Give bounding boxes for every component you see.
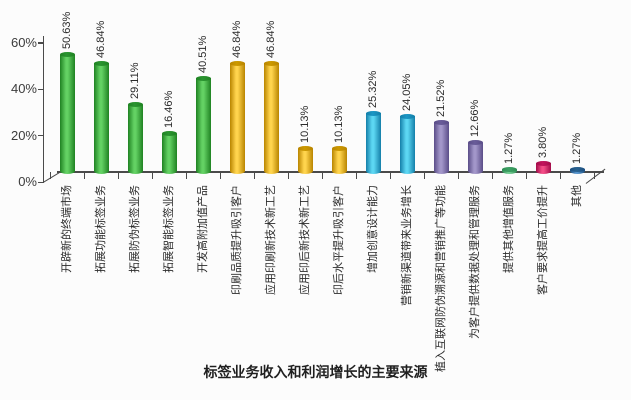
y-axis-tick-label: 40% — [10, 81, 37, 97]
bar-value-label: 46.84% — [94, 20, 107, 58]
category-tickmark — [288, 172, 289, 179]
category-tickmark — [84, 172, 85, 179]
bar-value-label: 10.13% — [332, 105, 345, 144]
category-tickmark — [322, 172, 323, 179]
category-tickmark — [186, 172, 187, 179]
category-tickmark — [424, 172, 425, 179]
bar-value-label: 40.51% — [196, 35, 209, 73]
category-label: 拓展防伪标签业务 — [128, 185, 141, 273]
bar-top-ellipse — [365, 110, 381, 116]
bar-top-ellipse — [331, 146, 347, 152]
bar-value-label: 46.84% — [230, 20, 243, 58]
bar-value-label: 29.11% — [128, 62, 141, 100]
bar-value-label: 50.63% — [60, 11, 73, 50]
category-label: 应用印后新技术新工艺 — [298, 185, 311, 295]
bar-value-label: 1.27% — [570, 132, 583, 164]
category-label: 拓展功能标签业务 — [94, 185, 107, 273]
y-axis-tickmark — [38, 42, 43, 44]
category-label: 开发高附加值产品 — [196, 185, 209, 273]
bar — [365, 113, 381, 174]
bar-top-ellipse — [93, 60, 109, 66]
category-tickmark — [254, 172, 255, 179]
category-tickmark — [390, 172, 391, 179]
bar-top-ellipse — [59, 52, 75, 58]
y-axis-tick-label: 60% — [10, 34, 37, 50]
bar-value-label: 46.84% — [264, 20, 277, 58]
category-tickmark — [594, 172, 595, 179]
category-tickmark — [50, 172, 51, 179]
category-tickmark — [458, 172, 459, 179]
y-axis — [43, 36, 45, 183]
bar-value-label: 24.05% — [400, 73, 413, 111]
bar — [229, 63, 245, 174]
category-tickmark — [560, 172, 561, 179]
bar-value-label: 10.13% — [298, 105, 311, 144]
category-tickmark — [526, 172, 527, 179]
bar-value-label: 25.32% — [366, 70, 379, 108]
y-axis-tick-label: 0% — [18, 174, 37, 189]
bar — [263, 63, 279, 174]
bar — [161, 133, 177, 174]
category-label: 营销新渠道带来业务增长 — [400, 185, 413, 306]
category-tickmark — [118, 172, 119, 179]
bar — [93, 63, 109, 174]
y-axis-tickmark — [38, 181, 43, 183]
bar-top-ellipse — [161, 131, 177, 137]
category-label: 增加创意设计能力 — [366, 185, 379, 273]
chart-title: 标签业务收入和利润增长的主要来源 — [203, 364, 428, 380]
category-label: 开辟新的终端市场 — [60, 185, 73, 273]
bar — [399, 116, 415, 174]
x-axis-baseline — [57, 171, 604, 173]
bar-value-label: 1.27% — [502, 132, 515, 164]
bar-top-ellipse — [127, 102, 143, 108]
bar-top-ellipse — [195, 75, 211, 81]
bar-top-ellipse — [535, 160, 551, 166]
floor-left-edge — [42, 171, 60, 183]
category-label: 为客户提供数据处理和管理服务 — [468, 185, 481, 339]
bar — [127, 104, 143, 174]
y-axis-tickmark — [38, 88, 43, 90]
category-tickmark — [356, 172, 357, 179]
bar — [297, 148, 313, 174]
y-axis-tick-label: 20% — [10, 127, 37, 143]
category-label: 植入互联网防伪溯源和营销推广等功能 — [434, 185, 447, 372]
bar — [467, 142, 483, 174]
category-tickmark — [220, 172, 221, 179]
category-label: 印刷品质提升吸引客户 — [230, 185, 243, 295]
category-tickmark — [492, 172, 493, 179]
bar-top-ellipse — [501, 166, 517, 172]
category-label: 其他 — [570, 185, 583, 207]
category-label: 拓展智能标签业务 — [162, 185, 175, 273]
y-axis-tickmark — [38, 135, 43, 137]
bar-value-label: 12.66% — [468, 99, 481, 138]
category-label: 客户要求提高工价提升 — [536, 185, 549, 295]
bar — [433, 122, 449, 174]
bar — [195, 78, 211, 174]
bar-top-ellipse — [297, 146, 313, 152]
bar-value-label: 3.80% — [536, 126, 549, 158]
bar-top-ellipse — [399, 113, 415, 119]
category-label: 印后水平提升吸引客户 — [332, 185, 345, 295]
category-label: 提供其他增值服务 — [502, 185, 515, 273]
bar-top-ellipse — [229, 60, 245, 66]
bar-top-ellipse — [263, 60, 279, 66]
bar-value-label: 16.46% — [162, 91, 175, 129]
bar — [331, 148, 347, 174]
bar-top-ellipse — [433, 119, 449, 125]
bar-value-label: 21.52% — [434, 79, 447, 117]
plot-area: 0% 20% 40% 60% 50.63% 开辟新的终端市场 46.84% 拓展功能标签业务 2… — [10, 11, 606, 372]
bar-top-ellipse — [467, 140, 483, 146]
category-tickmark — [152, 172, 153, 179]
bar — [535, 163, 551, 174]
bar-top-ellipse — [569, 166, 585, 172]
category-label: 应用印刷新技术新工艺 — [264, 185, 277, 295]
bar — [59, 54, 75, 174]
